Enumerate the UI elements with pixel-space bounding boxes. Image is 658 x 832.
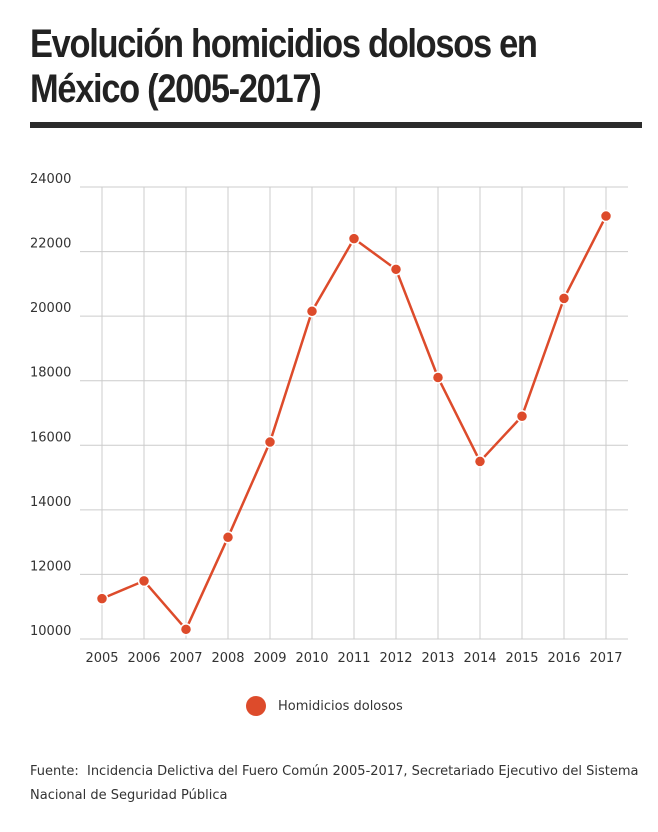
data-point [347,232,361,245]
x-tick-label: 2012 [379,651,412,666]
data-point [389,263,403,276]
chart-title: Evolución homicidios dolosos en México (… [30,22,538,111]
series-layer [95,209,613,636]
y-tick-label: 22000 [30,237,71,252]
legend-label: Homidicios dolosos [278,698,403,714]
y-tick-label: 24000 [30,172,71,187]
source-note: Fuente: Incidencia Delictiva del Fuero C… [30,764,643,803]
x-tick-label: 2014 [463,651,496,666]
x-tick-label: 2008 [211,651,244,666]
x-tick-label: 2009 [253,651,286,666]
x-tick-label: 2007 [169,651,202,666]
y-tick-label: 12000 [30,559,71,574]
x-tick-label: 2017 [589,651,622,666]
data-point [137,574,151,588]
data-point [305,305,319,318]
x-tick-label: 2006 [127,651,160,666]
x-tick-label: 2013 [421,651,454,666]
y-tick-label: 16000 [30,430,71,445]
data-point [515,409,529,423]
title-rule [30,122,642,128]
axis-layer: 10000 12000 14000 16000 18000 20000 22000 24000… [30,172,623,666]
data-point [263,435,277,449]
data-point [557,292,571,305]
data-point [473,455,487,468]
data-point [599,209,613,223]
y-tick-label: 10000 [30,624,71,639]
y-tick-label: 20000 [30,301,71,316]
x-tick-label: 2015 [505,651,538,666]
data-point [221,531,235,544]
x-tick-label: 2011 [337,651,370,666]
legend-marker-icon [246,696,266,716]
x-tick-label: 2016 [547,651,580,666]
data-point [431,371,445,384]
y-tick-label: 14000 [30,495,71,510]
y-tick-label: 18000 [30,366,71,381]
legend[interactable]: Homidicios dolosos [246,696,403,716]
data-point [179,623,193,636]
grid-layer [80,186,628,640]
x-tick-label: 2010 [295,651,328,666]
line-chart: 10000 12000 14000 16000 18000 20000 22000 24000… [30,172,628,666]
data-point [95,592,109,605]
x-tick-label: 2005 [85,651,118,666]
